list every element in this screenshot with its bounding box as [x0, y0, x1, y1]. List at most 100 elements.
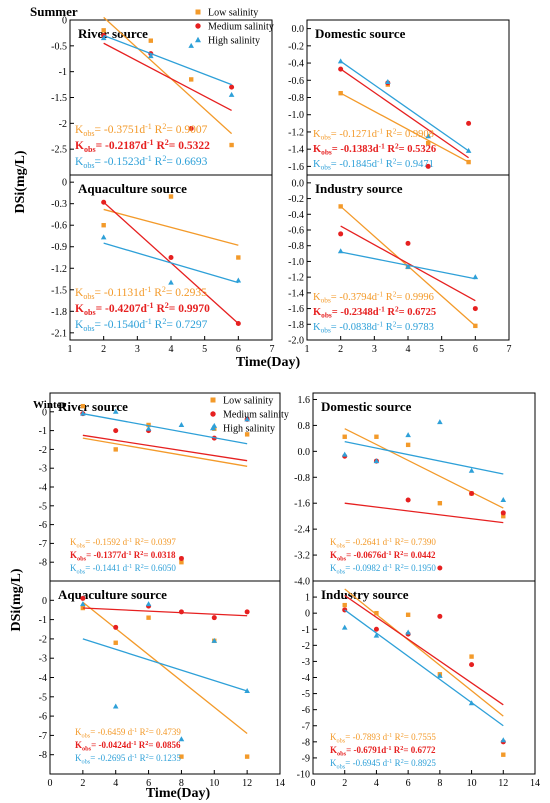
data-point: [405, 629, 411, 635]
data-point: [113, 640, 118, 645]
summer-label: Summer: [30, 4, 78, 19]
data-point: [211, 637, 218, 643]
y-tick-label: -1.5: [51, 285, 67, 296]
rate-annotation: Kobs= -0.2641 d-1 R2= 0.7390: [330, 537, 436, 549]
legend-label: Medium salinity: [208, 22, 274, 33]
data-point: [469, 490, 475, 496]
y-tick-label: -2.5: [51, 145, 67, 156]
panel-title: River source: [58, 399, 128, 414]
y-tick-label: -8: [39, 558, 47, 569]
y-tick-label: -6: [302, 705, 310, 716]
data-point: [426, 140, 431, 146]
data-point: [80, 601, 86, 607]
legend-marker: [210, 411, 216, 417]
data-point: [179, 560, 184, 565]
data-point: [235, 321, 241, 326]
x-tick-label: 12: [498, 778, 508, 789]
legend-label: High salinity: [223, 424, 275, 435]
legend-marker: [210, 424, 216, 431]
y-tick-label: -4: [39, 483, 47, 494]
data-point: [211, 615, 217, 621]
y-tick-label: -1: [302, 625, 310, 636]
data-point: [341, 451, 348, 457]
data-point: [466, 120, 472, 126]
x-tick-label: 5: [439, 344, 444, 355]
data-point: [100, 35, 107, 41]
data-point: [374, 610, 379, 616]
x-tick-label: 4: [169, 344, 174, 355]
data-point: [425, 133, 431, 139]
y-tick-label: -1.2: [51, 264, 67, 275]
legend-label: High salinity: [208, 36, 260, 47]
data-point: [468, 467, 475, 473]
y-tick-label: -1.0: [288, 257, 304, 268]
data-point: [337, 58, 344, 64]
data-point: [374, 434, 379, 439]
fit-line: [344, 609, 504, 727]
data-point: [244, 754, 250, 759]
x-tick-label: 8: [437, 778, 442, 789]
data-point: [113, 447, 118, 452]
y-tick-label: -0.5: [51, 41, 67, 52]
y-tick-label: -3: [302, 657, 310, 668]
data-point: [405, 240, 411, 246]
data-point: [500, 496, 507, 502]
legend: Low salinity Medium salinity High salinity: [210, 396, 289, 435]
x-tick-label: 1: [305, 344, 310, 355]
y-tick-label: 1: [305, 593, 310, 604]
rate-annotation: Kobs= -0.3794d-1 R2= 0.9996: [313, 289, 434, 304]
y-tick-label: 0: [42, 596, 47, 607]
y-tick-label: -1: [39, 426, 47, 437]
y-tick-label: -0.9: [51, 242, 67, 253]
y-tick-label: -8: [302, 737, 310, 748]
data-point: [501, 513, 506, 519]
y-tick-label: -1.2: [288, 273, 304, 284]
legend-label: Medium salinity: [223, 410, 289, 421]
y-tick-label: -4: [302, 673, 310, 684]
y-tick-label: -3: [39, 464, 47, 475]
rate-annotation: Kobs= -0.7893 d-1 R2= 0.7555: [330, 732, 436, 744]
chart-panel: 10-1-2-3-4-5-6-7-8-9-100 2 4 6 8 10 12 14Indust…: [297, 580, 540, 789]
data-point: [148, 38, 153, 43]
y-tick-label: -0.2: [288, 41, 304, 52]
fit-line: [82, 607, 248, 617]
y-tick-label: -10: [297, 770, 310, 781]
y-tick-label: -3.2: [294, 551, 310, 562]
data-point: [80, 410, 86, 416]
data-point: [145, 425, 152, 431]
y-tick-label: -4.0: [294, 577, 310, 588]
y-tick-label: -1.8: [288, 320, 304, 331]
y-tick-label: -2.0: [288, 336, 304, 347]
rate-annotation: Kobs= -0.1383d-1 R2= 0.5326: [313, 141, 436, 156]
y-tick-label: 1.6: [298, 395, 311, 406]
x-tick-label: 8: [179, 778, 184, 789]
y-tick-label: -0.8: [288, 241, 304, 252]
y-tick-label: 0: [62, 178, 67, 189]
fit-line: [340, 68, 469, 159]
data-point: [337, 248, 344, 254]
x-tick-label: 3: [372, 344, 377, 355]
data-point: [168, 194, 174, 199]
legend-marker: [195, 23, 201, 29]
y-tick-label: -0.6: [288, 226, 304, 237]
data-point: [468, 700, 475, 706]
data-point: [112, 408, 119, 414]
x-tick-label: 6: [146, 778, 151, 789]
rate-annotation: Kobs= -0.2187d-1 R2= 0.5322: [75, 138, 210, 154]
y-tick-label: -1: [59, 67, 67, 78]
data-point: [178, 555, 184, 561]
rate-annotation: Kobs= -0.6459 d-1 R2= 0.4739: [75, 727, 181, 739]
rate-annotation: Kobs= -0.1540d-1 R2= 0.7297: [75, 317, 208, 333]
y-tick-label: -2.4: [294, 525, 310, 536]
x-tick-label: 3: [135, 344, 140, 355]
panel-title: Industry source: [321, 587, 409, 602]
data-point: [178, 736, 185, 742]
data-point: [500, 737, 507, 743]
data-point: [341, 624, 348, 630]
y-tick-label: -3: [39, 654, 47, 665]
fit-line: [344, 428, 504, 509]
data-point: [148, 53, 154, 59]
data-point: [80, 595, 86, 601]
data-point: [373, 626, 379, 632]
y-tick-label: -0.4: [288, 210, 304, 221]
